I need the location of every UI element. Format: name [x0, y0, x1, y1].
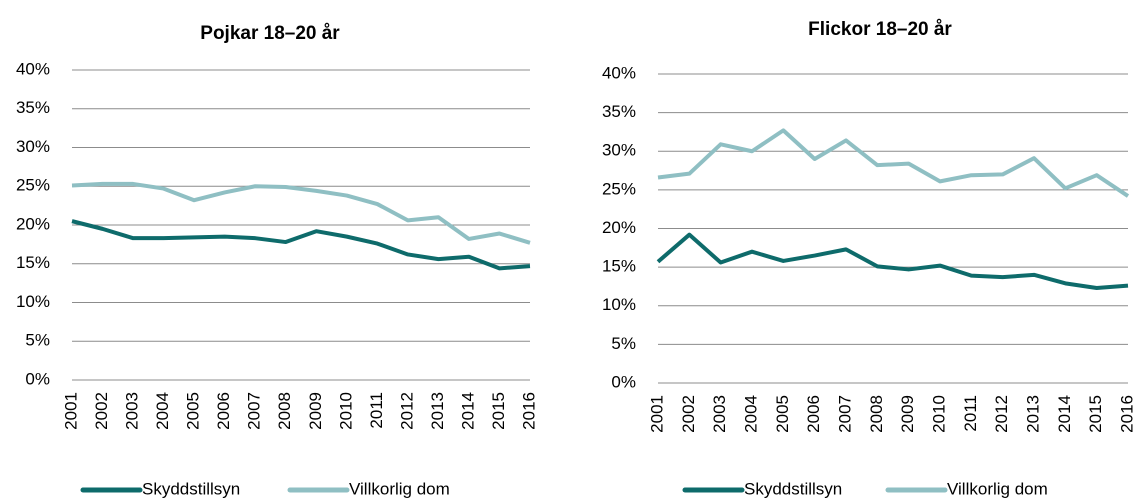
x-tick-label: 2016: [1117, 395, 1136, 433]
x-tick-label: 2005: [184, 392, 203, 430]
legend-label: Villkorlig dom: [349, 479, 450, 498]
x-tick-label: 2006: [804, 395, 823, 433]
x-tick-label: 2016: [519, 392, 538, 430]
x-tick-label: 2001: [647, 395, 666, 433]
y-tick-label: 10%: [16, 292, 50, 311]
x-tick-label: 2010: [336, 392, 355, 430]
chart-title: Flickor 18–20 år: [808, 19, 952, 40]
x-tick-label: 2005: [773, 395, 792, 433]
y-tick-label: 20%: [16, 214, 50, 233]
x-tick-label: 2015: [489, 392, 508, 430]
x-tick-label: 2003: [710, 395, 729, 433]
y-tick-label: 35%: [602, 102, 636, 121]
y-tick-label: 30%: [602, 141, 636, 160]
x-tick-label: 2009: [306, 392, 325, 430]
y-tick-label: 25%: [16, 176, 50, 195]
x-tick-label: 2003: [123, 392, 142, 430]
x-tick-label: 2004: [741, 395, 760, 433]
x-tick-label: 2013: [428, 392, 447, 430]
series-line: [656, 232, 1129, 290]
y-tick-label: 25%: [602, 179, 636, 198]
x-tick-label: 2010: [929, 395, 948, 433]
legend-label: Skyddstillsyn: [744, 479, 842, 498]
y-tick-label: 40%: [602, 63, 636, 82]
series-line: [657, 128, 1130, 198]
legend-label: Villkorlig dom: [947, 479, 1048, 498]
y-tick-label: 40%: [16, 59, 50, 78]
x-tick-label: 2002: [92, 392, 111, 430]
x-tick-label: 2007: [245, 392, 264, 430]
y-tick-label: 35%: [16, 98, 50, 117]
x-tick-label: 2011: [961, 395, 980, 432]
x-tick-label: 2006: [214, 392, 233, 430]
x-tick-label: 2014: [1055, 395, 1074, 433]
x-tick-label: 2007: [835, 395, 854, 433]
y-tick-label: 10%: [602, 295, 636, 314]
y-tick-label: 5%: [25, 331, 50, 350]
x-tick-label: 2014: [458, 392, 477, 430]
y-tick-label: 0%: [611, 372, 636, 391]
x-tick-label: 2012: [992, 395, 1011, 433]
x-tick-label: 2013: [1023, 395, 1042, 433]
x-tick-label: 2009: [898, 395, 917, 433]
x-tick-label: 2008: [275, 392, 294, 430]
x-tick-label: 2008: [867, 395, 886, 433]
series-line: [71, 181, 531, 245]
series-line: [71, 219, 531, 271]
x-tick-label: 2015: [1086, 395, 1105, 433]
y-tick-label: 0%: [25, 369, 50, 388]
x-tick-label: 2001: [61, 392, 80, 430]
y-tick-label: 20%: [602, 218, 636, 237]
x-tick-label: 2002: [679, 395, 698, 433]
chart-title: Pojkar 18–20 år: [200, 23, 340, 44]
x-tick-label: 2011: [367, 392, 386, 429]
legend-label: Skyddstillsyn: [142, 479, 240, 498]
y-tick-label: 5%: [611, 334, 636, 353]
y-tick-label: 30%: [16, 137, 50, 156]
x-tick-label: 2004: [153, 392, 172, 430]
y-tick-label: 15%: [602, 257, 636, 276]
x-tick-label: 2012: [397, 392, 416, 430]
y-tick-label: 15%: [16, 253, 50, 272]
